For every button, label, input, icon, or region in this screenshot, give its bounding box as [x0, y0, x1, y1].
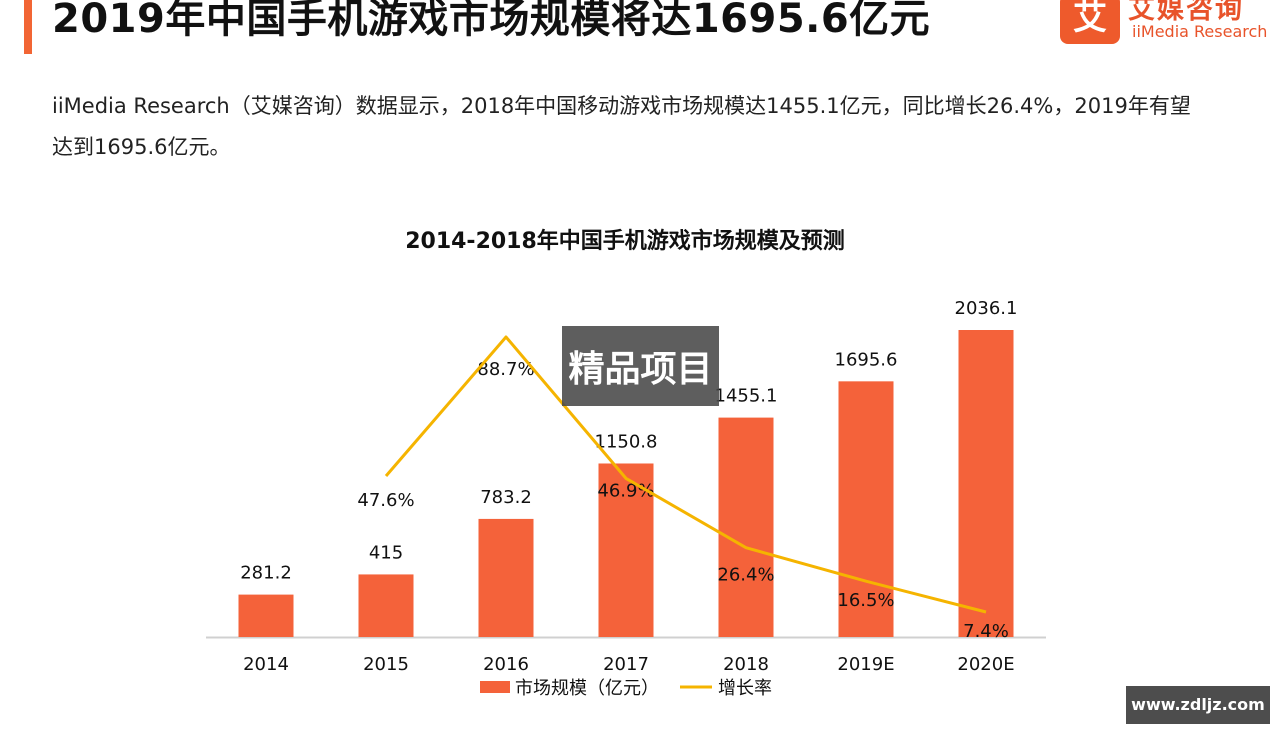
- bar-label-2019E: 1695.6: [835, 349, 898, 370]
- rate-label-2020E: 7.4%: [963, 621, 1009, 642]
- x-tick-2019E: 2019E: [837, 654, 894, 675]
- x-tick-2015: 2015: [363, 654, 409, 675]
- bar-2020E: [958, 330, 1014, 637]
- rate-label-2019E: 16.5%: [837, 590, 894, 611]
- bar-label-2015: 415: [369, 542, 403, 563]
- chart-title: 2014-2018年中国手机游戏市场规模及预测: [405, 228, 845, 254]
- page-title: 2019年中国手机游戏市场规模将达1695.6亿元: [52, 0, 931, 42]
- bar-label-2020E: 2036.1: [955, 298, 1018, 319]
- rate-label-2016: 88.7%: [477, 359, 534, 380]
- growth-rate-line: [384, 335, 987, 614]
- bar-2018: [718, 417, 774, 637]
- x-tick-2018: 2018: [723, 654, 769, 675]
- watermark-site: www.zdljz.com: [1126, 686, 1270, 724]
- summary-text: iiMedia Research（艾媒咨询）数据显示，2018年中国移动游戏市场…: [52, 94, 1191, 159]
- bar-2017: [598, 463, 654, 637]
- logo-chinese-name: 艾媒咨询: [1128, 0, 1244, 25]
- bar-2016: [478, 518, 534, 637]
- rate-label-2015: 47.6%: [357, 490, 414, 511]
- title-accent-bar: [24, 0, 32, 54]
- x-tick-2020E: 2020E: [957, 654, 1014, 675]
- bar-2019E: [838, 381, 894, 637]
- bar-label-2016: 783.2: [480, 487, 532, 508]
- x-tick-2017: 2017: [603, 654, 649, 675]
- legend-label-bars: 市场规模（亿元）: [515, 678, 659, 699]
- rate-label-2018: 26.4%: [717, 565, 774, 586]
- iimedia-logo: 艾 艾媒咨询 iiMedia Research: [1060, 0, 1275, 46]
- x-tick-2016: 2016: [483, 654, 529, 675]
- logo-mark-icon: 艾: [1060, 0, 1120, 44]
- bar-2015: [358, 574, 414, 637]
- legend-swatch-bars: [480, 681, 510, 693]
- legend-label-line: 增长率: [718, 678, 772, 699]
- x-tick-2014: 2014: [243, 654, 289, 675]
- bar-2014: [238, 594, 294, 637]
- bar-label-2014: 281.2: [240, 563, 292, 584]
- watermark-center: 精品项目: [562, 326, 719, 406]
- bar-label-2018: 1455.1: [715, 386, 778, 407]
- bar-label-2017: 1150.8: [595, 431, 658, 452]
- logo-english-name: iiMedia Research: [1132, 22, 1268, 41]
